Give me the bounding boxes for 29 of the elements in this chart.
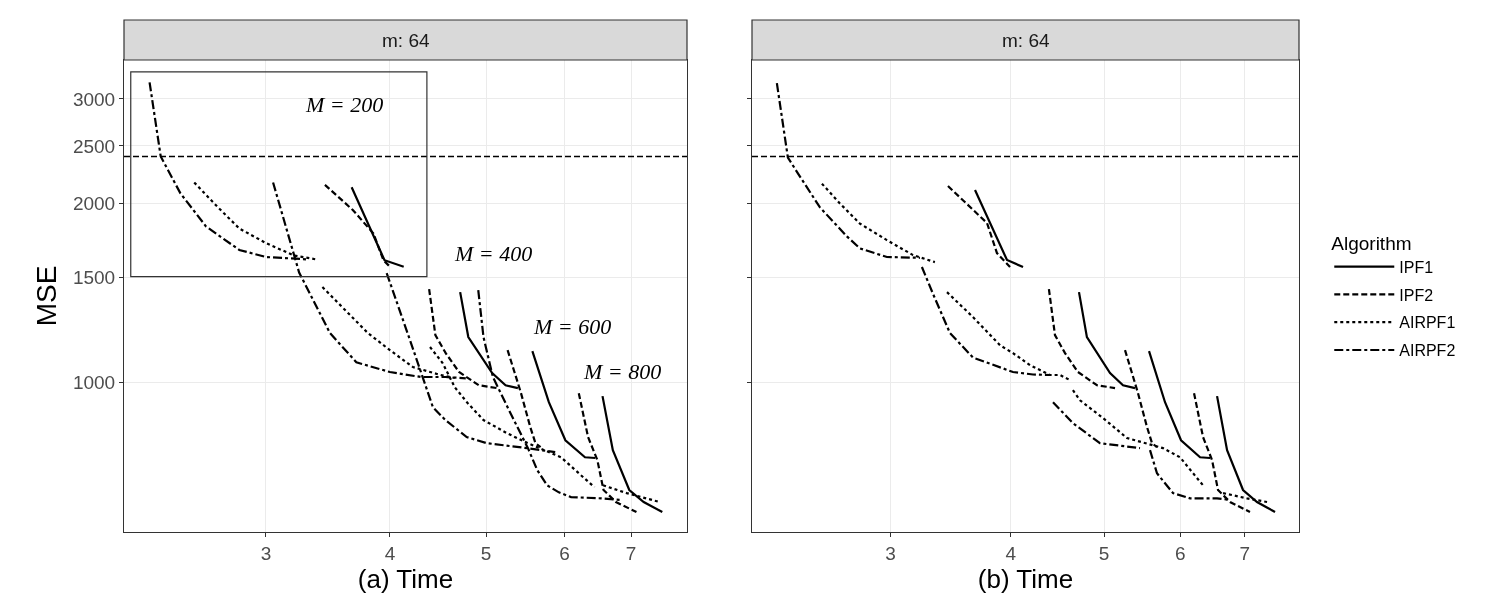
y-tick-label: 1000 — [72, 371, 116, 393]
legend-title: Algorithm — [1331, 232, 1412, 254]
legend-label: IPF1 — [1399, 258, 1434, 276]
x-tick-label: 5 — [480, 542, 492, 564]
annotation: M = 600 — [533, 314, 612, 339]
y-tick-label: 2000 — [72, 193, 116, 215]
x-tick-label: 6 — [1175, 542, 1186, 564]
x-tick-label: 6 — [559, 542, 570, 564]
y-tick-label: 3000 — [72, 88, 116, 110]
x-tick-label: 7 — [1239, 542, 1251, 564]
x-tick-label: 3 — [260, 542, 272, 564]
annotation: M = 800 — [583, 359, 662, 384]
annotation: M = 400 — [454, 241, 533, 266]
x-axis-title: (b) Time — [977, 563, 1074, 594]
x-tick-label: 4 — [384, 542, 396, 564]
legend-label: AIRPF1 — [1399, 314, 1456, 332]
x-tick-label: 7 — [625, 542, 637, 564]
chart-title: m: 64 — [1002, 30, 1050, 51]
y-axis-title: MSE — [30, 265, 62, 327]
annotation: M = 200 — [305, 92, 384, 117]
legend-label: AIRPF2 — [1399, 342, 1456, 360]
x-tick-label: 5 — [1098, 542, 1110, 564]
x-tick-label: 3 — [885, 542, 896, 564]
x-axis-title: (a) Time — [357, 563, 454, 594]
chart-title: m: 64 — [382, 30, 430, 51]
x-tick-label: 4 — [1005, 542, 1017, 564]
legend-label: IPF2 — [1399, 286, 1434, 304]
y-tick-label: 2500 — [72, 135, 116, 157]
y-tick-label: 1500 — [72, 267, 116, 289]
